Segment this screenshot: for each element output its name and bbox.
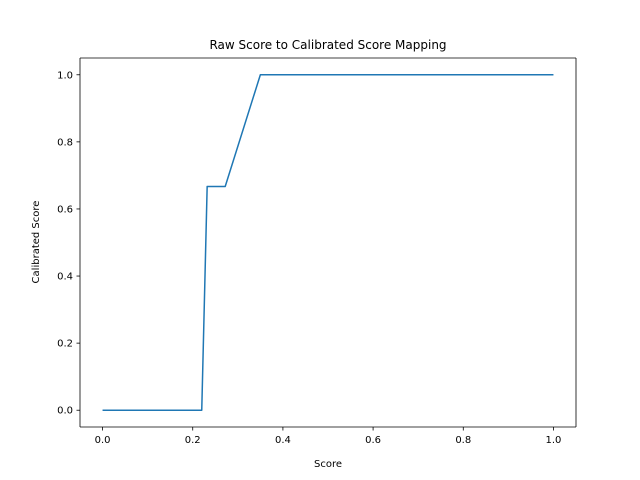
y-tick-label-2: 0.4 [57, 272, 73, 283]
y-tick-label-1: 0.2 [57, 339, 73, 350]
x-tick-label-4: 0.8 [455, 435, 471, 446]
plot-area: 0.0 0.2 0.4 0.6 0.8 1.0 0.0 0.2 0.4 0.6 0.8 1.0 [57, 57, 577, 446]
x-tick-label-3: 0.6 [365, 435, 381, 446]
x-tick-label-5: 1.0 [546, 435, 562, 446]
x-axis-label: Score [314, 459, 342, 470]
series-line-0 [102, 74, 554, 411]
y-tick-label-0: 0.0 [57, 406, 73, 417]
chart-title: Raw Score to Calibrated Score Mapping [209, 38, 446, 52]
y-tick-label-4: 0.8 [57, 137, 73, 148]
y-tick-label-3: 0.6 [57, 204, 73, 215]
y-axis-label: Calibrated Score [31, 201, 42, 284]
x-tick-label-0: 0.0 [95, 435, 111, 446]
y-tick-label-5: 1.0 [57, 70, 73, 81]
x-tick-label-2: 0.4 [275, 435, 291, 446]
x-tick-label-1: 0.2 [185, 435, 201, 446]
